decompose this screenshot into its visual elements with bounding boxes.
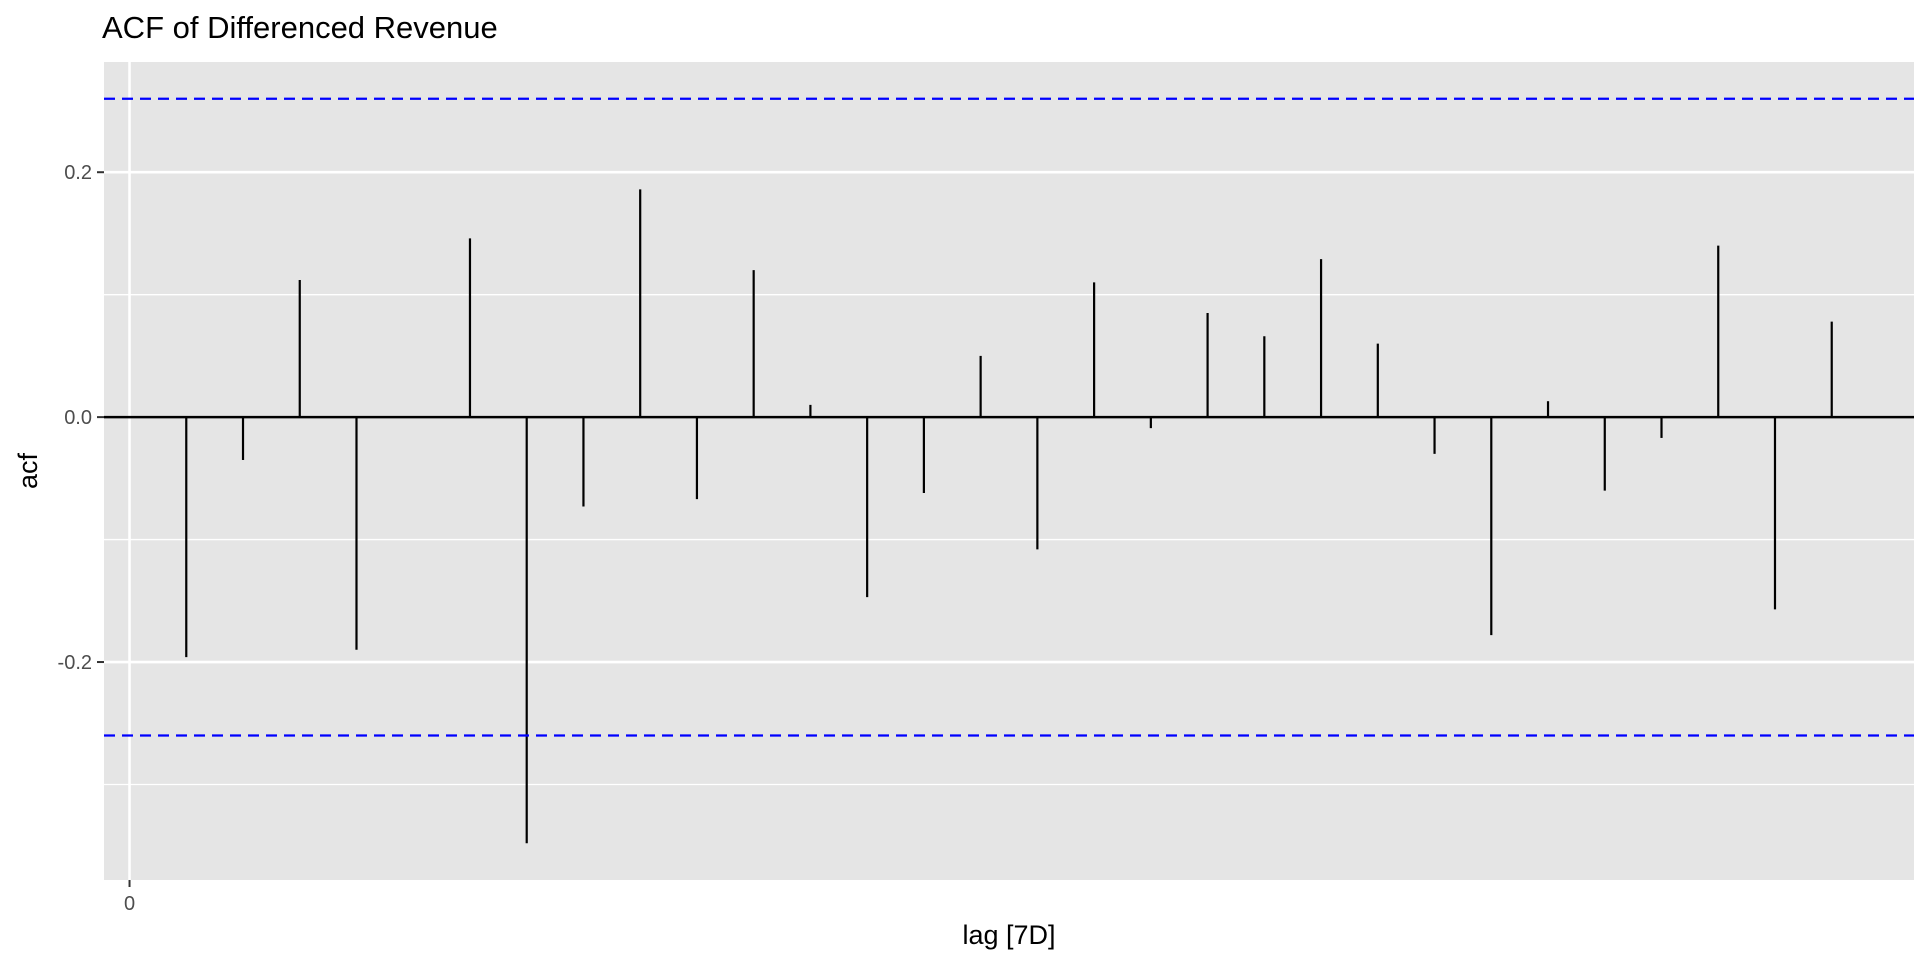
confidence-bounds: [104, 97, 1914, 737]
acf-bars: [185, 189, 1833, 844]
x-tick-label: 0: [124, 893, 135, 915]
x-axis: 0: [124, 880, 135, 915]
plot-panel: [104, 62, 1914, 880]
chart-title: ACF of Differenced Revenue: [102, 10, 498, 45]
x-axis-title: lag [7D]: [962, 920, 1055, 950]
y-tick-label: -0.2: [58, 652, 92, 674]
y-tick-label: 0.2: [64, 162, 92, 184]
y-axis-title: acf: [13, 452, 43, 489]
y-tick-label: 0.0: [64, 407, 92, 429]
y-axis: -0.2 0.0 0.2: [58, 162, 104, 674]
